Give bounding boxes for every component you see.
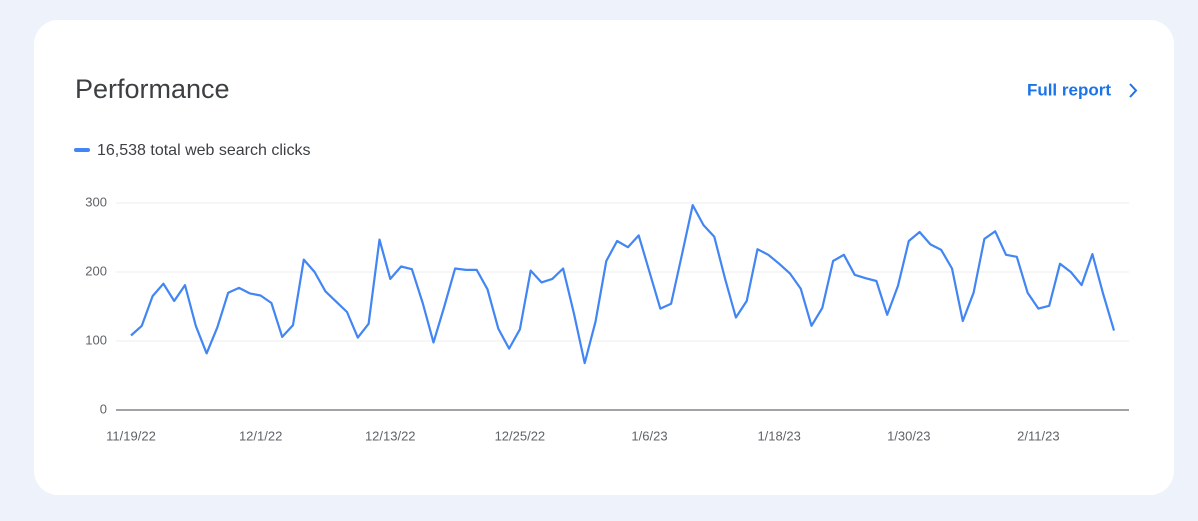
x-tick-label: 12/13/22 (365, 428, 416, 443)
legend-label: 16,538 total web search clicks (97, 142, 310, 159)
full-report-link[interactable]: Full report (1027, 80, 1111, 99)
x-tick-label: 12/25/22 (495, 428, 546, 443)
x-tick-label: 1/30/23 (887, 428, 930, 443)
x-tick-label: 12/1/22 (239, 428, 282, 443)
chevron-icon[interactable] (1129, 83, 1138, 98)
y-tick-label: 100 (85, 332, 107, 347)
x-tick-label: 2/11/23 (1017, 428, 1059, 443)
x-tick-label: 1/6/23 (631, 428, 667, 443)
y-tick-label: 200 (85, 263, 107, 278)
y-tick-label: 300 (85, 194, 107, 209)
x-tick-label: 11/19/22 (106, 428, 156, 443)
x-tick-label: 1/18/23 (757, 428, 800, 443)
card-title: Performance (75, 74, 230, 104)
series-line (130, 204, 1116, 365)
card (34, 20, 1174, 495)
y-tick-label: 0 (100, 401, 107, 416)
